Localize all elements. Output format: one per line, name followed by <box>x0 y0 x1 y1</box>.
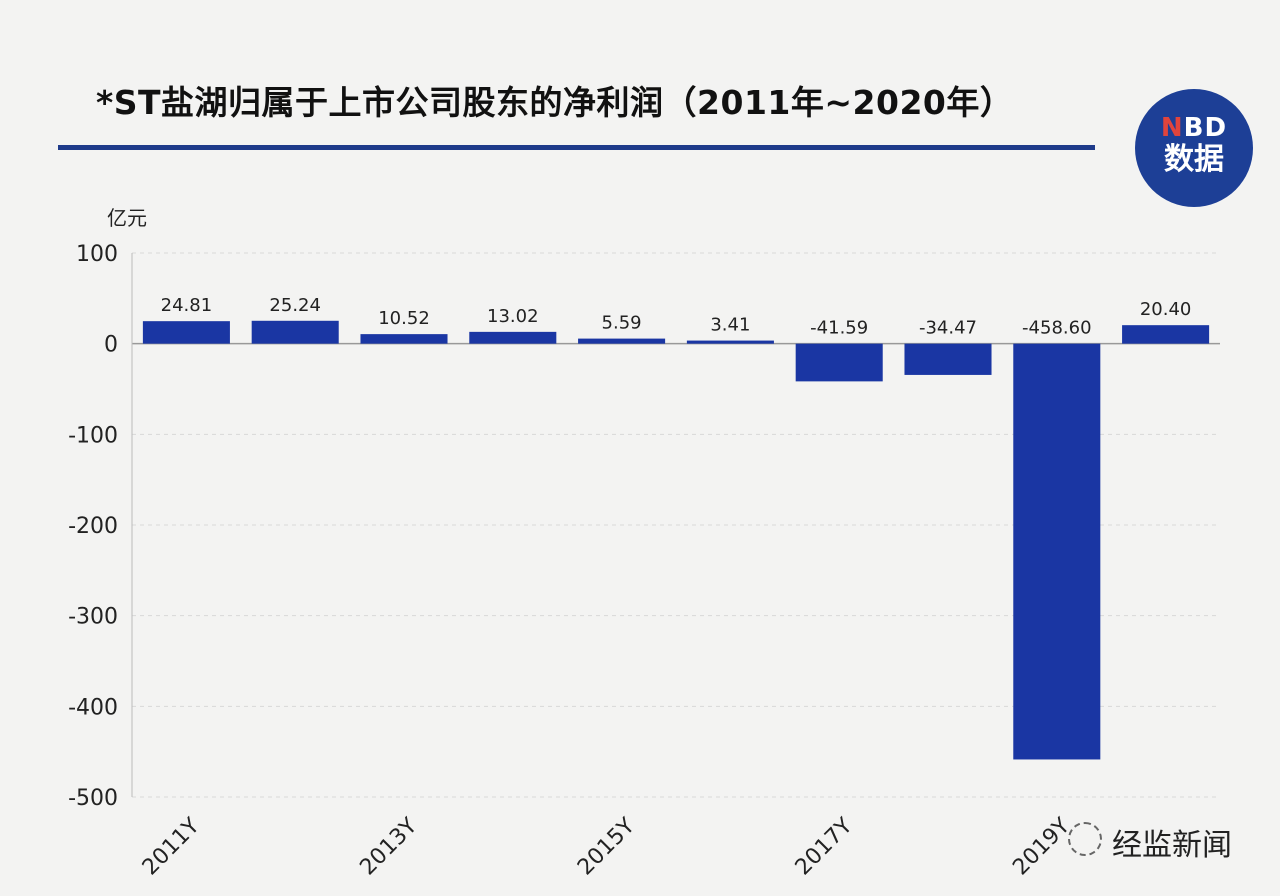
bar <box>686 340 774 344</box>
y-tick-label: -400 <box>68 695 118 720</box>
bar <box>142 321 230 344</box>
y-tick-label: -200 <box>68 514 118 539</box>
bar <box>469 331 557 344</box>
wechat-icon <box>1068 822 1102 856</box>
y-tick-label: -300 <box>68 605 118 630</box>
x-tick-label: 2011Y <box>138 813 205 880</box>
bar <box>1013 343 1101 760</box>
data-label: 24.81 <box>161 295 213 316</box>
y-tick-label: 0 <box>104 333 118 358</box>
data-label: 10.52 <box>378 308 430 329</box>
bar <box>904 343 992 375</box>
x-tick-label: 2017Y <box>791 813 858 880</box>
bar <box>360 334 448 344</box>
data-label: -41.59 <box>810 318 868 339</box>
x-tick-label: 2013Y <box>355 813 422 880</box>
bar <box>1122 325 1210 344</box>
bar <box>578 338 666 344</box>
x-tick-label: 2015Y <box>573 813 640 880</box>
y-tick-label: -500 <box>68 786 118 811</box>
data-label: 25.24 <box>269 295 321 316</box>
x-tick-label: 2019Y <box>1008 813 1075 880</box>
data-label: -458.60 <box>1022 318 1091 339</box>
nbd-logo: NBD 数据 <box>1135 89 1253 207</box>
bar <box>795 343 883 382</box>
bar <box>251 320 339 344</box>
data-label: 13.02 <box>487 306 539 327</box>
data-label: -34.47 <box>919 318 977 339</box>
data-label: 3.41 <box>710 315 750 336</box>
y-tick-label: 100 <box>76 242 118 267</box>
title-divider <box>58 145 1095 150</box>
watermark-text: 经监新闻 <box>1112 828 1232 863</box>
y-tick-label: -100 <box>68 423 118 448</box>
y-axis-unit: 亿元 <box>107 206 147 230</box>
data-label: 20.40 <box>1140 299 1192 320</box>
chart-title: *ST盐湖归属于上市公司股东的净利润（2011年~2020年） <box>96 83 1014 122</box>
data-label: 5.59 <box>602 313 642 334</box>
